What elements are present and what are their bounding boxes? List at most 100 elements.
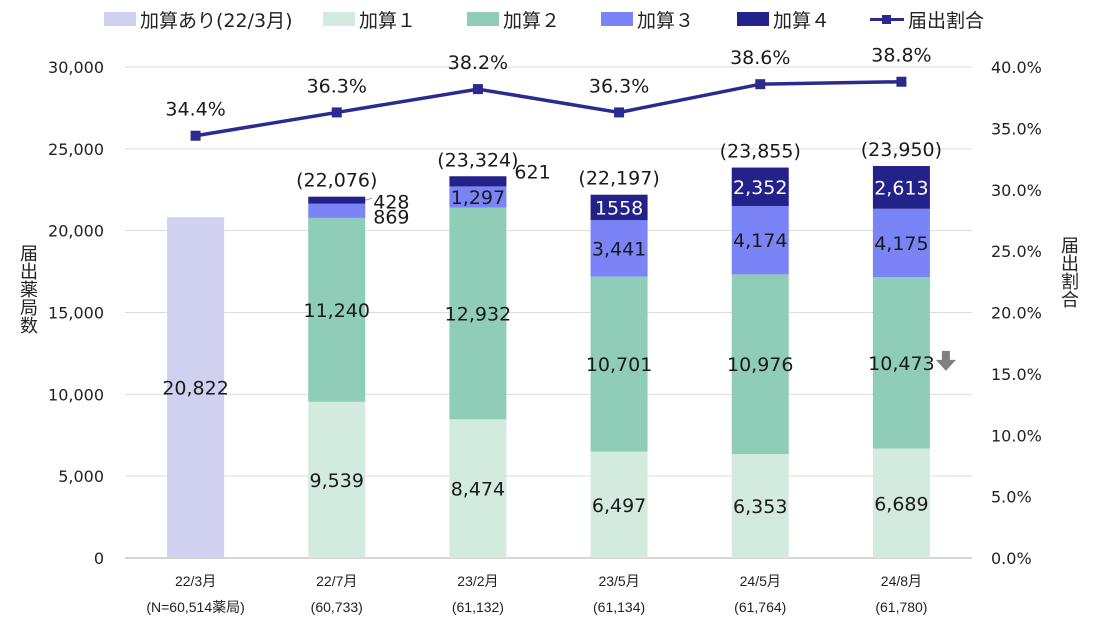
gridlines — [125, 66, 972, 559]
legend-label: 届出割合 — [908, 9, 985, 32]
bar-value-label: 20,822 — [162, 378, 228, 400]
ratio-point-marker — [331, 107, 342, 118]
bar-segment — [731, 274, 789, 455]
bar-value-label: 2,613 — [874, 177, 928, 199]
x-category-sublabel: (61,764) — [734, 599, 786, 615]
bar-value-label: 10,473 — [868, 353, 934, 375]
y-tick-label: 30,000 — [48, 58, 104, 77]
bar-total-label: (23,324) — [437, 149, 518, 171]
x-category-sublabel: (60,733) — [311, 599, 363, 615]
legend-label: 加算あり(22/3月) — [140, 9, 293, 32]
y2-tick-label: 25.0% — [991, 242, 1042, 261]
ratio-value-label: 36.3% — [589, 75, 649, 97]
bar-value-label: 3,441 — [592, 238, 646, 260]
down-arrow-icon — [935, 350, 956, 371]
bar-segment — [590, 220, 648, 277]
bar-segment — [308, 196, 366, 204]
y2-tick-label: 10.0% — [991, 426, 1042, 445]
bar-total-label: (23,855) — [720, 141, 801, 163]
ratio-line-path — [195, 79, 902, 138]
bar-total-label: (22,076) — [296, 170, 377, 192]
legend-swatch — [601, 12, 633, 26]
legend-label: 加算３ — [637, 9, 695, 32]
x-category-sublabel: (N=60,514薬局) — [146, 599, 244, 615]
legend-swatch — [323, 12, 355, 26]
bar-value-label: 621 — [514, 161, 550, 183]
y2-axis-title: 届出割合 — [1058, 236, 1079, 308]
ratio-line: 34.4% 36.3% 38.2% 36.3% 38.6% 38.8% — [165, 45, 932, 141]
bar-value-label: 11,240 — [304, 300, 370, 322]
legend-label: 加算４ — [773, 9, 831, 32]
legend-swatch — [467, 12, 499, 26]
bar-segment — [449, 186, 507, 208]
bar-segment — [872, 277, 930, 449]
bar-total-label: (23,950) — [861, 139, 942, 161]
y2-axis-ticks: 0.0% 5.0% 10.0% 15.0% 20.0% 25.0% 30.0% 35.0% 40… — [991, 58, 1042, 568]
x-category-label: 24/5月 — [740, 573, 781, 589]
bar-value-label: 1,297 — [451, 187, 505, 209]
legend-label: 加算２ — [503, 9, 561, 32]
ratio-value-label: 38.8% — [871, 45, 931, 67]
x-category-label: 22/3月 — [175, 573, 216, 589]
bar-segment — [872, 448, 930, 558]
x-category-label: 24/8月 — [881, 573, 922, 589]
bar-segment — [449, 176, 507, 187]
legend-swatch — [737, 12, 769, 26]
legend-item-kasan-ari: 加算あり(22/3月) — [104, 4, 293, 34]
bars — [167, 166, 930, 559]
legend-item-kasan-3: 加算３ — [601, 4, 694, 34]
bar-segment — [872, 208, 930, 278]
bar-segment — [308, 203, 366, 218]
x-category-sublabel: (61,134) — [593, 599, 645, 615]
bar-segment — [308, 217, 366, 402]
bar-segment — [590, 451, 648, 558]
y-tick-label: 0 — [94, 549, 104, 568]
y2-tick-label: 20.0% — [991, 304, 1042, 323]
ratio-point-marker — [755, 79, 766, 90]
bar-value-label: 9,539 — [310, 470, 364, 492]
bar-value-label: 4,175 — [874, 233, 928, 255]
bar-value-label: 10,701 — [586, 354, 652, 376]
y-tick-label: 20,000 — [48, 222, 104, 241]
ratio-value-label: 38.6% — [730, 47, 790, 69]
x-axis-labels: 22/3月 (N=60,514薬局) 22/7月 (60,733) 23/2月 (61,1… — [146, 573, 927, 615]
y2-tick-label: 35.0% — [991, 119, 1042, 138]
ratio-value-label: 38.2% — [448, 52, 508, 74]
leader-line — [365, 197, 373, 201]
ratio-point-marker — [614, 107, 625, 118]
legend-item-kasan-1: 加算１ — [323, 4, 416, 34]
bar-segment — [167, 217, 225, 559]
bar-segment — [590, 276, 648, 452]
legend-swatch — [104, 12, 136, 26]
ratio-point-marker — [472, 84, 483, 95]
bar-value-label: 6,353 — [733, 496, 787, 518]
bar-value-label: 428 — [373, 192, 409, 214]
x-category-sublabel: (61,780) — [875, 599, 927, 615]
y-tick-label: 25,000 — [48, 140, 104, 159]
bar-segment — [449, 419, 507, 558]
bar-value-label: 10,976 — [727, 354, 793, 376]
y2-tick-label: 15.0% — [991, 365, 1042, 384]
line-marker-icon — [870, 12, 904, 26]
y-tick-label: 15,000 — [48, 304, 104, 323]
bar-segment — [872, 166, 930, 209]
x-category-label: 23/2月 — [457, 573, 498, 589]
bar-value-label: 6,497 — [592, 495, 646, 517]
y2-tick-label: 5.0% — [991, 488, 1032, 507]
bar-value-label: 4,174 — [733, 230, 787, 252]
bar-segment — [731, 167, 789, 207]
bar-value-label: 12,932 — [445, 303, 511, 325]
y-axis-title: 届出薬局数 — [17, 244, 38, 334]
x-category-label: 23/5月 — [598, 573, 639, 589]
chart-legend: 加算あり(22/3月) 加算１ 加算２ 加算３ 加算４ 届出割合 — [0, 4, 1098, 34]
x-category-sublabel: (61,132) — [452, 599, 504, 615]
bar-segment — [308, 401, 366, 558]
legend-item-todokede-ratio: 届出割合 — [870, 4, 984, 34]
bar-total-label: (22,197) — [578, 168, 659, 190]
ratio-value-label: 34.4% — [165, 99, 225, 121]
bar-value-label: 6,689 — [874, 493, 928, 515]
bar-value-label: 869 — [373, 207, 409, 229]
legend-item-kasan-2: 加算２ — [467, 4, 560, 34]
legend-item-kasan-4: 加算４ — [737, 4, 830, 34]
